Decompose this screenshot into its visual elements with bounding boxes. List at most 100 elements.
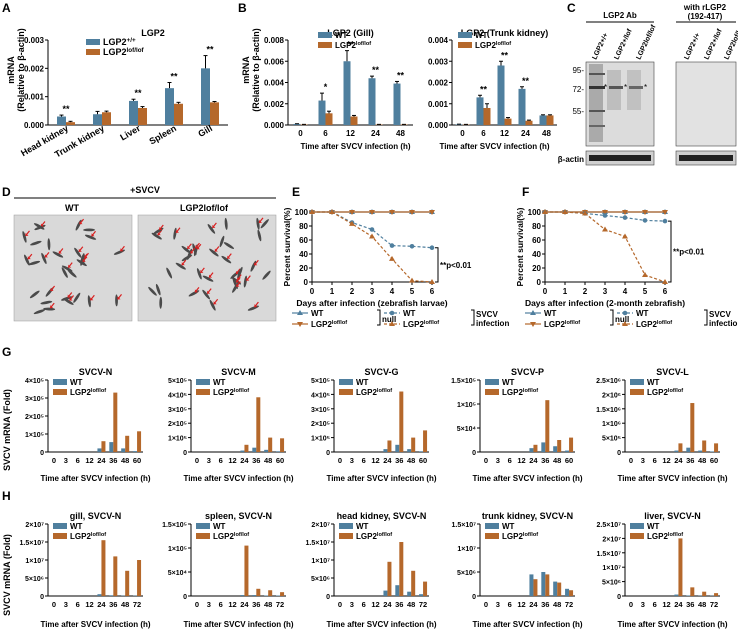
- bar-wt: [293, 123, 301, 125]
- y-tick-label: 20: [299, 264, 308, 273]
- legend-swatch-ko: [53, 533, 67, 539]
- bar-ko: [268, 437, 273, 452]
- survival-point: [602, 210, 608, 215]
- x-tick-label: 60: [276, 456, 284, 465]
- bar-wt: [165, 88, 174, 125]
- y-tick-label: 5×10⁶: [457, 570, 476, 577]
- y-tick-label: 0: [472, 450, 476, 457]
- legend-label: LGP2lof/lof: [335, 41, 371, 50]
- x-tick-label: 36: [395, 456, 403, 465]
- significance: **: [62, 104, 70, 114]
- x-tick-label: 3: [64, 600, 68, 609]
- y-tick-label: 1×10⁷: [25, 558, 44, 565]
- y-tick-label: 5×10⁵: [168, 378, 187, 385]
- bar-ko: [423, 430, 428, 452]
- survival-point: [369, 210, 375, 215]
- chart-title: LGP2 (Trunk kidney): [461, 28, 549, 38]
- x-tick-label: 48: [698, 456, 706, 465]
- x-tick-label: 24: [529, 600, 538, 609]
- x-tick-label: 12: [85, 600, 93, 609]
- x-tick-label: 60: [710, 456, 718, 465]
- larva: [224, 217, 228, 230]
- x-tick-label: 36: [686, 456, 694, 465]
- larva: [76, 259, 87, 267]
- legend-label: LGP2lof/lof: [356, 532, 392, 541]
- chart-title: SVCV-M: [221, 367, 256, 377]
- x-axis-label: Time after SVCV infection (h): [472, 474, 582, 483]
- chart-b-trunk-kidney: 0.000 0.001 0.002 0.003 0.004 LGP2 (Trunk kid…: [428, 28, 557, 151]
- legend-marker: [297, 322, 303, 327]
- legend-swatch-ko: [318, 42, 332, 48]
- bar-ko: [483, 108, 491, 125]
- y-tick-label: 5×10⁵: [311, 378, 330, 385]
- bar-ko: [678, 443, 683, 452]
- x-tick-label: 12: [517, 600, 525, 609]
- y-tick-label: 0.002: [264, 100, 285, 109]
- survival-point: [389, 255, 395, 261]
- y-tick-label: 3×10⁵: [25, 396, 44, 403]
- x-tick-label: 36: [109, 456, 117, 465]
- larva: [166, 267, 173, 279]
- red-arrowhead: [200, 269, 204, 273]
- y-tick-label: 0: [326, 594, 330, 601]
- x-tick-label: 3: [496, 456, 500, 465]
- legend-swatch-wt: [485, 523, 499, 529]
- x-axis-label: Time after SVCV infection (h): [326, 620, 436, 629]
- panel-letter-b: B: [238, 1, 247, 15]
- larva: [47, 238, 51, 251]
- panel-letter-h: H: [2, 489, 11, 503]
- chart-title: SVCV-P: [511, 367, 544, 377]
- legend-swatch-wt: [318, 32, 332, 38]
- survival-point: [349, 210, 355, 215]
- legend-swatch-ko: [485, 389, 499, 395]
- x-tick-label: 0: [484, 456, 488, 465]
- x-tick-label: 3: [350, 456, 354, 465]
- panel-a-ylabel-1: mRNA: [6, 56, 16, 84]
- x-tick-label: 12: [371, 456, 379, 465]
- legend-swatch-wt: [196, 523, 210, 529]
- x-tick-label: 6: [663, 287, 668, 296]
- x-tick-label: 12: [228, 456, 236, 465]
- legend-label: LGP2lof/lof: [213, 388, 249, 397]
- y-axis-label: Percent survival(%): [282, 207, 292, 286]
- larva: [40, 300, 53, 305]
- bar-ko: [244, 545, 249, 596]
- larva: [207, 224, 216, 234]
- legend-label: WT: [311, 309, 324, 318]
- lane-label-3: LGP2lof/lof: [635, 23, 657, 60]
- x-tick-label: 48: [121, 456, 129, 465]
- x-tick-label: 12: [346, 129, 355, 138]
- legend-group-null: null: [382, 315, 396, 324]
- significance: **: [206, 45, 214, 55]
- larva: [67, 269, 77, 278]
- bar-ko: [702, 591, 707, 596]
- legend-bracket: [377, 309, 381, 326]
- legend-marker: [530, 310, 536, 315]
- y-tick-label: 0.003: [24, 36, 45, 45]
- larva: [196, 268, 202, 280]
- red-arrowhead: [157, 232, 161, 236]
- y-tick-label: 0: [40, 450, 44, 457]
- red-arrowhead: [58, 250, 62, 254]
- x-tick-label: 0: [298, 129, 303, 138]
- larva: [63, 298, 74, 305]
- bar-wt: [133, 451, 138, 452]
- larva: [33, 223, 45, 230]
- y-tick-label: 1×10⁷: [311, 558, 330, 565]
- larva: [155, 283, 161, 296]
- x-tick-label: 0: [629, 456, 633, 465]
- x-tick-label: 6: [362, 600, 366, 609]
- panel-letter-g: G: [2, 345, 11, 359]
- y-tick-label: 0.002: [24, 64, 45, 73]
- red-arrowhead: [213, 301, 217, 305]
- significance: **: [501, 50, 509, 60]
- y-tick-label: 5×10⁶: [311, 576, 330, 583]
- x-axis-label: Time after SVCV infection (h): [472, 620, 582, 629]
- bar-wt: [529, 574, 534, 596]
- legend-group-svcv: SVCV: [476, 310, 498, 319]
- y-tick-label: 4×10⁵: [168, 392, 187, 399]
- y-tick-label: 0: [183, 450, 187, 457]
- chart-title: SVCV-N: [79, 367, 113, 377]
